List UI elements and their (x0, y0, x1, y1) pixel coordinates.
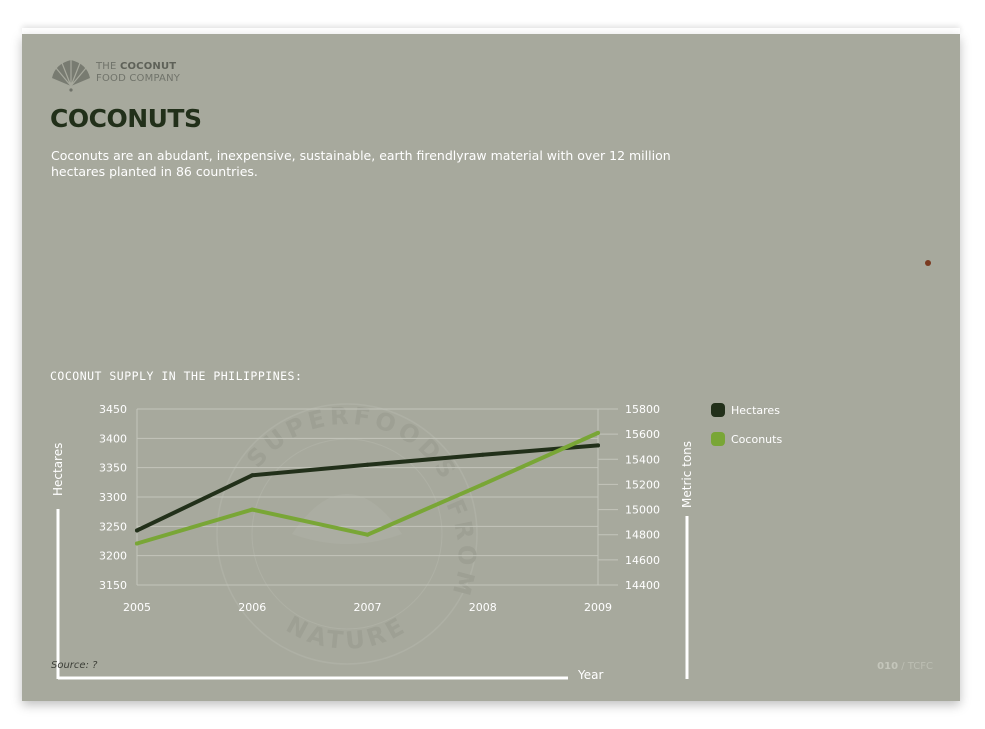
brand-name: THE COCONUT FOOD COMPANY (96, 61, 180, 85)
y-tick-label: 3150 (99, 579, 127, 592)
x-tick-label: 2006 (238, 601, 266, 614)
page-title: COCONUTS (50, 104, 202, 133)
y-tick-label: 3450 (99, 403, 127, 416)
y-tick-label: 3250 (99, 520, 127, 533)
brand-line1-bold: COCONUT (119, 61, 177, 72)
y2-tick-label: 15400 (625, 453, 660, 466)
data-point-hectares (596, 443, 600, 448)
brand-line2: FOOD COMPANY (96, 73, 181, 84)
intro-text: Coconuts are an abudant, inexpensive, su… (51, 148, 671, 179)
brand-line1-prefix: THE (96, 61, 117, 72)
y2-tick-label: 14600 (625, 554, 660, 567)
y2-tick-label: 15000 (625, 504, 660, 517)
chart-gridlines (136, 408, 618, 586)
data-point-hectares (365, 462, 370, 467)
page-top-edge (22, 28, 960, 34)
watermark-bottom-text: NATURE (282, 610, 408, 655)
coconut-palm-logo-icon (52, 60, 90, 92)
data-point-hectares (480, 452, 485, 457)
x-axis-ticks: 2005 2006 2007 2008 2009 (123, 601, 612, 614)
data-point-coconuts (596, 430, 600, 435)
data-point-hectares (250, 473, 255, 478)
y2-tick-label: 15800 (625, 403, 660, 416)
legend-swatch-hectares (711, 403, 725, 417)
data-point-hectares (135, 528, 139, 533)
y2-tick-label: 15600 (625, 428, 660, 441)
chart-title: COCONUT SUPPLY IN THE PHILIPPINES: (50, 369, 303, 383)
data-point-coconuts (480, 482, 485, 487)
svg-text:NATURE: NATURE (282, 610, 412, 655)
line-chart: SUPERFOODS FROM NATURE 31503200325033003… (51, 402, 782, 682)
x-axis-label: Year (577, 668, 603, 682)
legend-label-hectares: Hectares (731, 404, 780, 417)
source-note: Source: ? (51, 660, 98, 671)
chart-legend: Hectares Coconuts (711, 403, 782, 446)
y2-tick-label: 15200 (625, 478, 660, 491)
page-number-value: 010 (877, 661, 899, 672)
accent-dot (925, 260, 931, 266)
y-tick-label: 3400 (99, 432, 127, 445)
x-tick-label: 2009 (584, 601, 612, 614)
y2-tick-label: 14400 (625, 579, 660, 592)
x-tick-label: 2007 (354, 601, 382, 614)
chart-series (135, 430, 600, 546)
slide-page: THE COCONUT FOOD COMPANY COCONUTS Coconu… (22, 34, 960, 701)
y-tick-label: 3350 (99, 462, 127, 475)
legend-swatch-coconuts (711, 432, 725, 446)
y2-tick-label: 14800 (625, 529, 660, 542)
y2-axis-label: Metric tons (680, 441, 694, 508)
superfoods-watermark: SUPERFOODS FROM NATURE (216, 402, 478, 665)
y-axis-label: Hectares (51, 443, 65, 496)
legend-label-coconuts: Coconuts (731, 433, 782, 446)
left-axis-ticks: 3150 3200 3250 3300 3350 3400 3450 (99, 403, 127, 592)
y-tick-label: 3300 (99, 491, 127, 504)
x-tick-label: 2008 (469, 601, 497, 614)
y-tick-label: 3200 (99, 550, 127, 563)
page-number: 010 / TCFC (877, 661, 933, 672)
right-axis-ticks: 14400 14600 14800 15000 15200 15400 15600 15800 (625, 403, 660, 592)
page-number-suffix: / TCFC (898, 661, 933, 672)
data-point-coconuts (135, 541, 139, 546)
data-point-coconuts (250, 507, 255, 512)
data-point-coconuts (365, 532, 370, 537)
x-tick-label: 2005 (123, 601, 151, 614)
